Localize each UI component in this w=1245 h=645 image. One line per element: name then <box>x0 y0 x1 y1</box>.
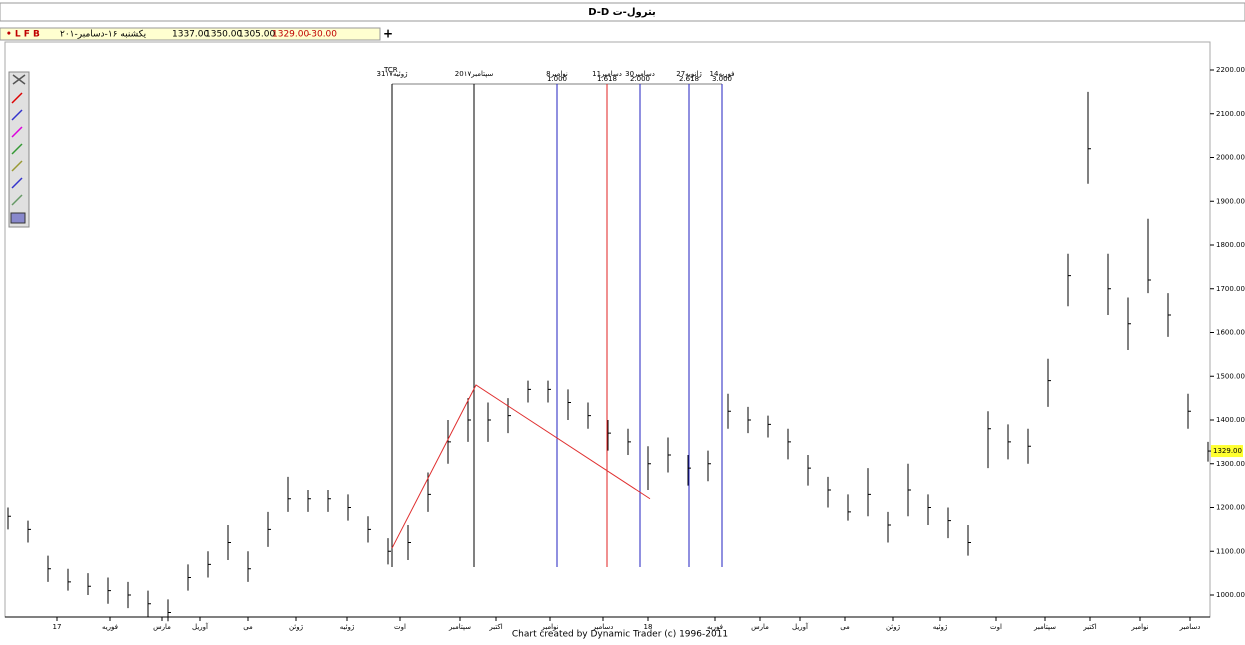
info-bar <box>0 27 381 41</box>
x-tick-label: اوت <box>990 623 1002 631</box>
flags: • L F B <box>6 30 40 40</box>
x-tick-label: سپتامبر <box>1033 623 1056 631</box>
time-line-date: 11دسامبر <box>592 70 622 78</box>
title-bar <box>0 2 1245 22</box>
plus-button[interactable]: + <box>383 27 393 41</box>
open: 1337.00 <box>172 30 209 40</box>
toolbox[interactable] <box>8 71 30 228</box>
time-line-ratio: 1.000 <box>547 75 567 83</box>
time-line-ratio: 2.000 <box>630 75 650 83</box>
x-tick-label: مارس <box>153 623 171 631</box>
high: 1350.00 <box>205 30 242 40</box>
trendline <box>391 384 651 549</box>
y-tick-label: 2000.00 <box>1216 154 1245 162</box>
x-tick-label: آوریل <box>792 622 809 631</box>
y-tick-label: 1200.00 <box>1216 504 1245 512</box>
time-line-date: 14فوریه <box>710 70 735 78</box>
time-line-date: 31ژوئیه۱۷ <box>376 70 408 78</box>
time-line-label: TCR <box>383 66 398 74</box>
y-tick-label: 1800.00 <box>1216 241 1245 249</box>
y-tick-label: 1100.00 <box>1216 547 1245 555</box>
x-tick-label: اکتبر <box>488 623 502 631</box>
time-line-ratio: 1.618 <box>597 75 617 83</box>
x-tick-label: سپتامبر <box>448 623 471 631</box>
x-tick-label: دسامبر <box>592 623 614 631</box>
y-tick-label: 1700.00 <box>1216 285 1245 293</box>
x-tick-label: نوامبر <box>540 623 558 631</box>
tool-icons <box>10 74 26 224</box>
x-tick-label: ژوئن <box>886 623 901 631</box>
x-tick-label: 18 <box>644 623 653 631</box>
x-tick-label: ژوئن <box>289 623 304 631</box>
low: 1305.00 <box>238 30 275 40</box>
x-tick-label: آوریل <box>192 622 209 631</box>
y-tick-label: 1500.00 <box>1216 372 1245 380</box>
x-tick-label: نوامبر <box>1130 623 1148 631</box>
x-tick-label: فوریه <box>102 623 118 631</box>
time-line-date: 8نوامبر <box>546 70 568 78</box>
close: 1329.00 <box>272 30 309 40</box>
date: یکشنبه ۱۶-دسامبر-۲۰۱ <box>60 30 147 40</box>
time-line-ratio: 3.000 <box>712 75 732 83</box>
x-tick-label: ژوئیه <box>340 623 355 631</box>
x-tick-label: ژوئیه <box>933 623 948 631</box>
time-line-date: 27ژانویه <box>676 70 702 78</box>
footer: Chart created by Dynamic Trader (c) 1996… <box>512 630 728 640</box>
y-tick-label: 1300.00 <box>1216 460 1245 468</box>
time-line-ratio: 2.618 <box>679 75 699 83</box>
x-tick-label: اوت <box>394 623 406 631</box>
time-line-date: 30دسامبر <box>625 70 655 78</box>
x-tick-label: دسامبر <box>1179 623 1201 631</box>
last-price-box <box>1211 445 1243 458</box>
change: -30.00 <box>308 30 337 40</box>
y-tick-label: 1600.00 <box>1216 329 1245 337</box>
last-price-label: 1329.00 <box>1213 447 1242 455</box>
x-tick-label: می <box>243 623 253 631</box>
x-tick-label: 17 <box>53 623 62 631</box>
time-line-date: 20سپتامبر۱۷ <box>455 70 494 78</box>
x-tick-label: مارس <box>751 623 769 631</box>
title: D-D بترول-ت <box>588 7 656 18</box>
y-tick-label: 1900.00 <box>1216 197 1245 205</box>
x-tick-label: می <box>840 623 850 631</box>
y-tick-label: 1400.00 <box>1216 416 1245 424</box>
y-tick-label: 2200.00 <box>1216 66 1245 74</box>
y-tick-label: 1000.00 <box>1216 591 1245 599</box>
x-tick-label: فوریه <box>707 623 723 631</box>
y-tick-label: 2100.00 <box>1216 110 1245 118</box>
x-tick-label: اکتبر <box>1082 623 1096 631</box>
